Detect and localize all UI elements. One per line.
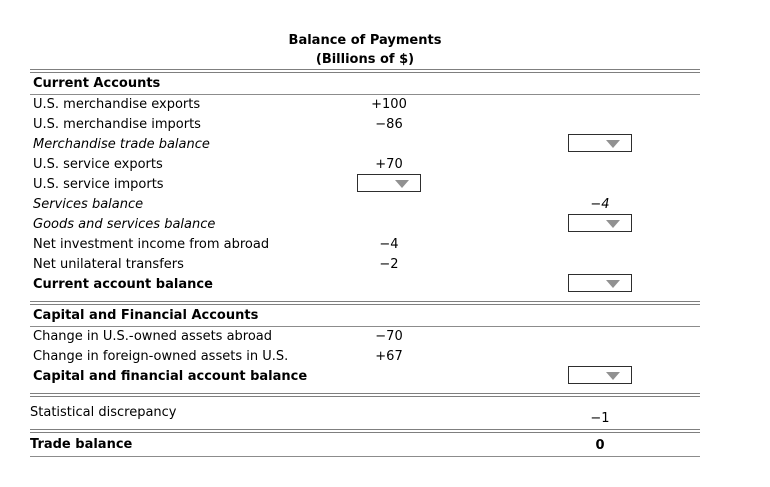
cell-us-service-imports — [309, 174, 469, 195]
chevron-down-icon — [395, 180, 409, 188]
value-statistical-discrepancy: −1 — [590, 411, 610, 426]
cell-goods-and-services-balance — [520, 214, 680, 235]
divider-double — [30, 393, 700, 397]
divider-double-top — [30, 69, 700, 73]
row-label: Merchandise trade balance — [33, 137, 210, 152]
row-label: U.S. service exports — [33, 157, 163, 172]
row-trade-balance: Trade balance 0 — [30, 433, 700, 457]
value-net-unilateral-transfers: −2 — [379, 257, 399, 272]
value-trade-balance: 0 — [595, 438, 605, 453]
chevron-down-icon — [606, 220, 620, 228]
row-label: U.S. merchandise exports — [33, 97, 201, 112]
row-label: Services balance — [33, 197, 144, 212]
row-label: Trade balance — [30, 437, 133, 452]
row-label: Change in U.S.-owned assets abroad — [33, 329, 273, 344]
row-statistical-discrepancy: Statistical discrepancy −1 — [30, 397, 700, 429]
section-header-capital-financial-accounts: Capital and Financial Accounts — [30, 305, 700, 327]
row-us-merchandise-exports: U.S. merchandise exports +100 — [30, 95, 700, 115]
current-account-balance-select[interactable] — [568, 274, 632, 292]
cell-capital-financial-account-balance — [520, 366, 680, 387]
chevron-down-icon — [606, 140, 620, 148]
row-capital-financial-account-balance: Capital and financial account balance — [30, 366, 700, 387]
row-goods-and-services-balance: Goods and services balance — [30, 214, 700, 235]
row-services-balance: Services balance −4 — [30, 195, 700, 215]
row-us-service-imports: U.S. service imports — [30, 174, 700, 195]
chevron-down-icon — [606, 280, 620, 288]
row-label: Net investment income from abroad — [33, 237, 270, 252]
row-change-us-owned-assets: Change in U.S.-owned assets abroad −70 — [30, 327, 700, 347]
value-us-merchandise-exports: +100 — [371, 97, 407, 112]
value-us-service-exports: +70 — [375, 157, 403, 172]
value-us-merchandise-imports: −86 — [375, 117, 403, 132]
capital-financial-account-balance-select[interactable] — [568, 366, 632, 384]
value-net-investment-income: −4 — [379, 237, 399, 252]
chevron-down-icon — [606, 372, 620, 380]
merchandise-trade-balance-select[interactable] — [568, 134, 632, 152]
row-label: Statistical discrepancy — [30, 405, 177, 420]
table-title: Balance of Payments — [288, 33, 442, 48]
cell-merchandise-trade-balance — [520, 134, 680, 155]
section-header-current-accounts: Current Accounts — [30, 73, 700, 95]
table-subtitle: (Billions of $) — [315, 52, 415, 67]
row-us-service-exports: U.S. service exports +70 — [30, 155, 700, 175]
cell-current-account-balance — [520, 274, 680, 295]
goods-and-services-balance-select[interactable] — [568, 214, 632, 232]
value-change-us-owned-assets: −70 — [375, 329, 403, 344]
row-change-foreign-owned-assets: Change in foreign-owned assets in U.S. +… — [30, 347, 700, 367]
value-change-foreign-owned-assets: +67 — [375, 349, 403, 364]
row-label: Net unilateral transfers — [33, 257, 184, 272]
row-merchandise-trade-balance: Merchandise trade balance — [30, 134, 700, 155]
row-net-investment-income: Net investment income from abroad −4 — [30, 235, 700, 255]
row-label: Capital and financial account balance — [33, 369, 308, 384]
row-net-unilateral-transfers: Net unilateral transfers −2 — [30, 255, 700, 275]
divider-double — [30, 301, 700, 305]
us-service-imports-select[interactable] — [357, 174, 421, 192]
row-label: Change in foreign-owned assets in U.S. — [33, 349, 289, 364]
row-label: U.S. merchandise imports — [33, 117, 201, 132]
row-current-account-balance: Current account balance — [30, 274, 700, 295]
balance-of-payments-table: Balance of Payments (Billions of $) Curr… — [30, 0, 700, 457]
row-label: Current account balance — [33, 277, 213, 292]
divider-double — [30, 429, 700, 433]
row-label: Goods and services balance — [33, 217, 216, 232]
row-us-merchandise-imports: U.S. merchandise imports −86 — [30, 115, 700, 135]
value-services-balance: −4 — [590, 197, 610, 212]
title-block: Balance of Payments (Billions of $) — [30, 0, 700, 69]
row-label: U.S. service imports — [33, 177, 164, 192]
